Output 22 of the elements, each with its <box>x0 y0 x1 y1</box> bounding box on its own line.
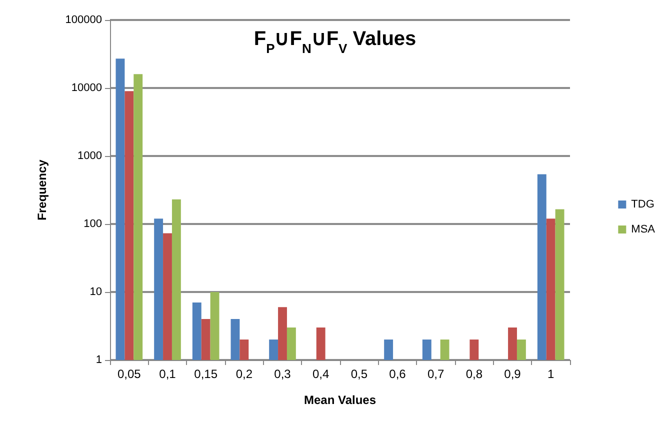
x-tick-label: 1 <box>547 367 554 381</box>
x-tick-label: 0,4 <box>312 367 330 381</box>
y-tick-label: 1 <box>96 354 102 366</box>
x-tick-label: 0,6 <box>389 367 406 381</box>
x-tick-label: 0,05 <box>117 367 142 381</box>
x-tick-label: 0,8 <box>466 367 483 381</box>
y-tick-label: 100 <box>84 218 102 230</box>
x-tick-label: 0,2 <box>236 367 253 381</box>
y-tick-label: 10000 <box>71 82 102 94</box>
x-tick-label: 0,7 <box>427 367 444 381</box>
y-tick-label: 10 <box>90 286 102 298</box>
y-axis-title: Frequency <box>35 159 49 220</box>
legend-label: TDG <box>631 198 654 210</box>
y-tick-label: 100000 <box>65 14 102 26</box>
x-tick-label: 0,3 <box>274 367 292 381</box>
x-tick-label: 0,1 <box>159 367 176 381</box>
legend-label: MSA <box>631 224 656 236</box>
y-tick-label: 1000 <box>78 150 102 162</box>
x-tick-label: 0,15 <box>194 367 218 381</box>
x-tick-label: 0,5 <box>350 367 368 381</box>
x-axis-title: Mean Values <box>304 393 376 407</box>
x-tick-label: 0,9 <box>504 367 522 381</box>
